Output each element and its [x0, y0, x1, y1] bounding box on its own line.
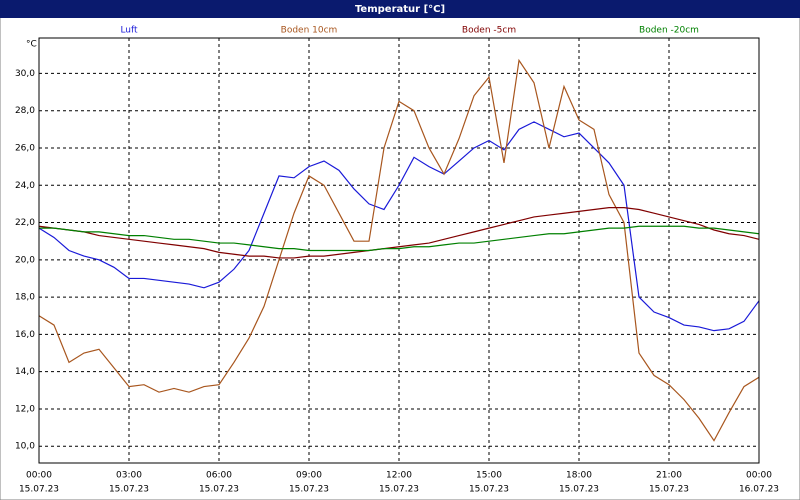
- x-tick-label: 09:00: [296, 471, 322, 481]
- x-tick-date: 15.07.23: [19, 485, 59, 495]
- line-series: [39, 225, 760, 252]
- chart-title: Temperatur [°C]: [355, 4, 445, 15]
- x-tick-date: 15.07.23: [109, 485, 149, 495]
- legend-label: Boden -20cm: [639, 26, 699, 36]
- y-tick-label: 12,0: [15, 404, 35, 414]
- x-tick-date: 15.07.23: [379, 485, 419, 495]
- title-bar: [0, 0, 800, 18]
- y-tick-label: 28,0: [15, 106, 35, 116]
- x-tick-date: 15.07.23: [469, 485, 509, 495]
- y-tick-label: 26,0: [15, 143, 35, 153]
- y-tick-label: 16,0: [15, 330, 35, 340]
- x-tick-label: 18:00: [566, 471, 592, 481]
- x-tick-date: 15.07.23: [559, 485, 599, 495]
- x-tick-label: 12:00: [386, 471, 412, 481]
- line-series: [38, 58, 760, 442]
- y-axis-label: °C: [26, 40, 37, 50]
- y-tick-label: 24,0: [15, 181, 35, 191]
- x-tick-date: 15.07.23: [199, 485, 239, 495]
- line-series: [38, 207, 760, 259]
- y-tick-label: 30,0: [15, 69, 35, 79]
- legend-label: Boden -5cm: [462, 26, 516, 36]
- x-tick-label: 06:00: [206, 471, 232, 481]
- x-tick-date: 16.07.23: [739, 485, 779, 495]
- y-tick-label: 22,0: [15, 218, 35, 228]
- y-tick-label: 14,0: [15, 367, 35, 377]
- y-tick-label: 10,0: [15, 442, 35, 452]
- line-series: [38, 121, 760, 332]
- plot-border: [38, 37, 760, 464]
- x-tick-label: 00:00: [746, 471, 772, 481]
- y-tick-label: 18,0: [15, 293, 35, 303]
- x-tick-label: 03:00: [116, 471, 142, 481]
- x-tick-label: 15:00: [476, 471, 502, 481]
- legend-label: Luft: [120, 26, 138, 36]
- x-tick-date: 15.07.23: [289, 485, 329, 495]
- x-tick-label: 00:00: [26, 471, 52, 481]
- x-tick-date: 15.07.23: [649, 485, 689, 495]
- legend-label: Boden 10cm: [281, 26, 338, 36]
- x-tick-label: 21:00: [656, 471, 682, 481]
- y-tick-label: 20,0: [15, 255, 35, 265]
